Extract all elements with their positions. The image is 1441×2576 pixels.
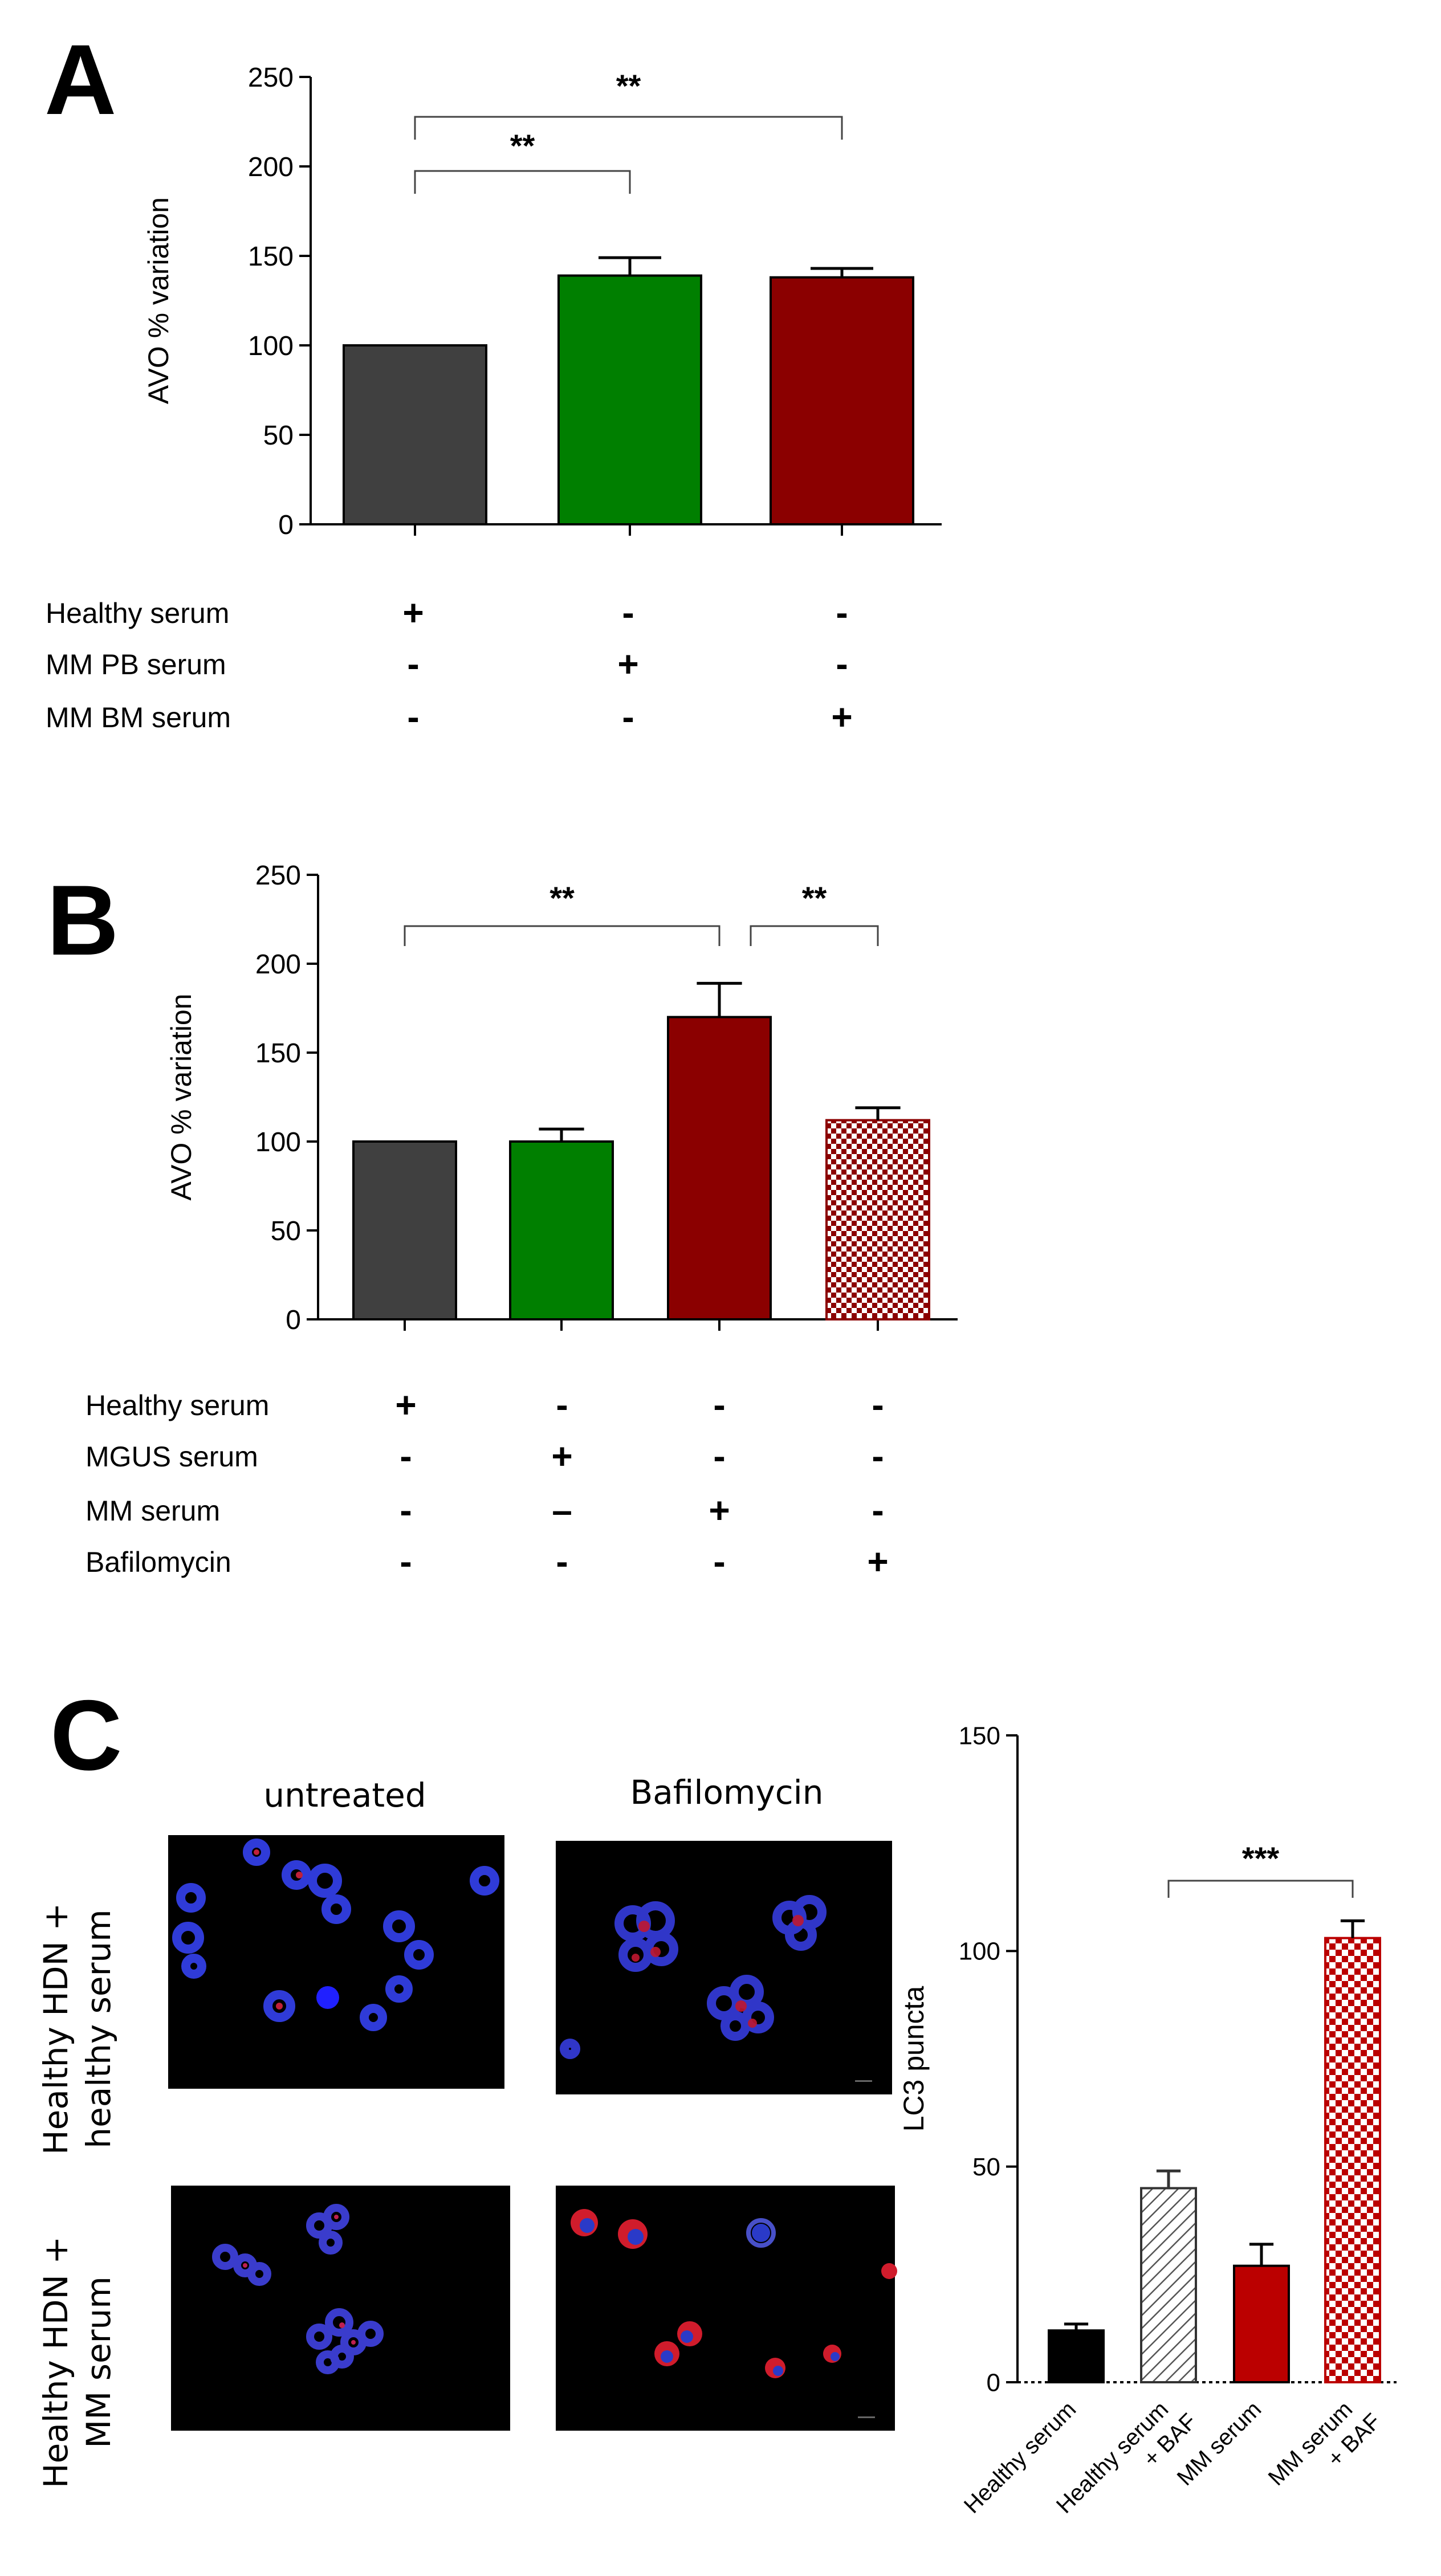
condition-symbol: - <box>836 592 848 633</box>
micro-row2-line2: MM serum <box>79 2276 118 2448</box>
condition-symbol: – <box>552 1490 572 1531</box>
bar <box>557 274 702 525</box>
micrograph-mm-untreated <box>171 2186 510 2431</box>
condition-symbol: + <box>551 1436 572 1477</box>
significance-bracket <box>404 925 720 946</box>
condition-symbol: + <box>709 1490 730 1531</box>
y-tick-label: 150 <box>248 242 294 272</box>
condition-symbol: - <box>400 1490 412 1531</box>
condition-symbol: + <box>617 643 638 684</box>
x-category-label: MM serum <box>1173 2396 1267 2491</box>
condition-symbol: - <box>407 696 419 737</box>
y-tick-label: 250 <box>248 63 294 93</box>
condition-symbol: - <box>407 643 419 684</box>
y-tick-label: 250 <box>255 861 301 891</box>
bar <box>352 1140 457 1320</box>
bar <box>343 344 487 525</box>
significance-bracket <box>750 925 879 946</box>
micro-row2-line1: Healthy HDN + <box>36 2236 75 2488</box>
panel-letter-b: B <box>47 865 119 976</box>
condition-row-label: MM serum <box>86 1495 220 1527</box>
y-tick-label: 150 <box>255 1038 301 1069</box>
condition-symbol: - <box>713 1384 725 1425</box>
condition-symbol: - <box>872 1490 884 1531</box>
significance-bracket <box>414 170 631 194</box>
condition-symbol: + <box>867 1541 888 1582</box>
condition-symbol: - <box>713 1436 725 1477</box>
condition-symbol: - <box>713 1541 725 1582</box>
condition-symbol: - <box>622 592 634 633</box>
condition-symbol: + <box>402 592 424 633</box>
y-tick-label: 100 <box>959 1938 1000 1966</box>
condition-symbol: - <box>400 1436 412 1477</box>
significance-label: ** <box>549 880 575 916</box>
bar <box>1233 2264 1290 2383</box>
condition-symbol: + <box>395 1384 416 1425</box>
condition-symbol: - <box>400 1541 412 1582</box>
condition-symbol: - <box>836 643 848 684</box>
condition-symbol: + <box>831 696 852 737</box>
condition-symbol: - <box>556 1541 568 1582</box>
condition-row-label: Healthy serum <box>46 597 229 629</box>
y-tick-label: 50 <box>263 421 294 451</box>
micro-row1-line1: Healthy HDN + <box>36 1903 75 2155</box>
bar <box>509 1140 614 1320</box>
y-axis-label: LC3 puncta <box>898 1986 930 2131</box>
y-tick-label: 0 <box>987 2369 1000 2396</box>
condition-symbol: - <box>872 1436 884 1477</box>
micrograph-healthy-untreated <box>168 1835 504 2089</box>
bar <box>1048 2329 1105 2383</box>
panel-letter-a: A <box>44 25 116 136</box>
micro-row1-line2: healthy serum <box>79 1909 118 2148</box>
y-tick-label: 50 <box>271 1216 301 1246</box>
significance-label: ** <box>510 128 535 164</box>
condition-row-label: MM BM serum <box>46 702 231 733</box>
condition-symbol: - <box>556 1384 568 1425</box>
bar <box>1140 2187 1197 2383</box>
chart-b: 0 50 100 150 200 250 AVO % variation ** ** Health… <box>86 861 958 1582</box>
y-tick-label: 50 <box>972 2153 1000 2181</box>
y-tick-label: 0 <box>278 510 294 540</box>
y-tick-label: 100 <box>255 1127 301 1157</box>
y-tick-label: 200 <box>255 949 301 980</box>
condition-symbol: - <box>622 696 634 737</box>
y-axis-label: AVO % variation <box>165 993 197 1200</box>
y-tick-label: 200 <box>248 152 294 182</box>
significance-label: ** <box>616 68 641 104</box>
significance-bracket <box>414 116 843 140</box>
significance-label: *** <box>1242 1840 1280 1876</box>
bar <box>667 1016 772 1320</box>
condition-row-label: MM PB serum <box>46 649 226 680</box>
panel-letter-c: C <box>50 1680 122 1791</box>
micrograph-mm-bafilomycin <box>556 2186 897 2431</box>
condition-symbol: - <box>872 1384 884 1425</box>
condition-row-label: Healthy serum <box>86 1389 269 1421</box>
y-tick-label: 100 <box>248 331 294 361</box>
micro-row-label-1: Healthy HDN + healthy serum <box>36 1903 118 2155</box>
micro-row-label-2: Healthy HDN + MM serum <box>36 2236 118 2488</box>
condition-row-label: Bafilomycin <box>86 1546 231 1578</box>
condition-row-label: MGUS serum <box>86 1441 258 1473</box>
significance-label: ** <box>802 880 827 916</box>
bar <box>1324 1937 1381 2383</box>
x-category-label: MM serum+ BAF <box>1264 2388 1386 2510</box>
micro-col-label-untreated: untreated <box>263 1776 426 1815</box>
chart-a: 0 50 100 150 200 250 AVO % variation ** ** Health… <box>46 63 942 737</box>
significance-bracket <box>1167 1880 1354 1898</box>
y-tick-label: 0 <box>286 1305 301 1335</box>
y-axis-label: AVO % variation <box>143 197 174 404</box>
micrograph-healthy-bafilomycin <box>556 1841 892 2094</box>
bar <box>825 1119 930 1321</box>
bar <box>770 276 914 525</box>
y-tick-label: 150 <box>959 1722 1000 1750</box>
micro-col-label-bafilomycin: Bafilomycin <box>630 1773 823 1812</box>
